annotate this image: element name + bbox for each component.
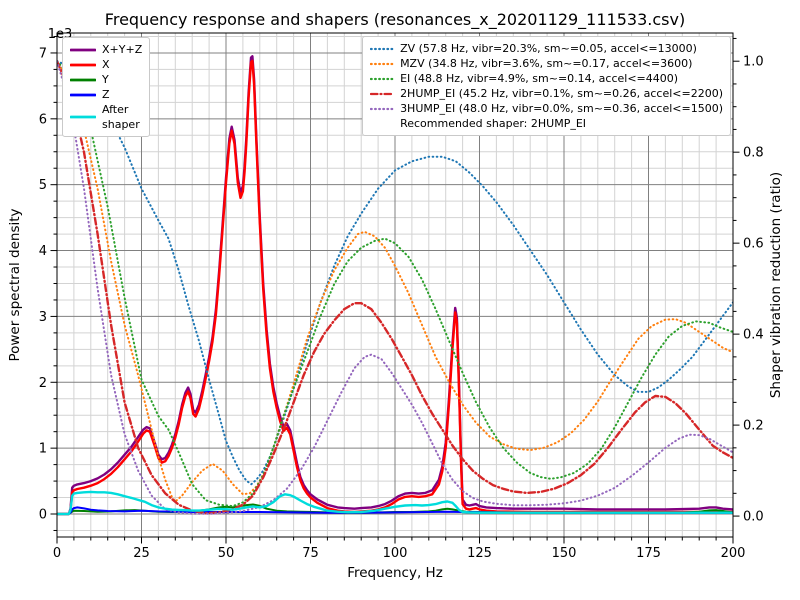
- legend-item: X+Y+Z: [70, 42, 142, 57]
- legend-label: X: [102, 58, 110, 71]
- chart-title: Frequency response and shapers (resonanc…: [105, 10, 685, 30]
- x-tick-label: 150: [552, 546, 577, 561]
- legend-item: MZV (34.8 Hz, vibr=3.6%, sm~=0.17, accel…: [370, 56, 723, 71]
- legend-line-swatch: [70, 63, 96, 66]
- series-ei: [57, 60, 733, 508]
- y-tick-label-left: 6: [39, 112, 47, 127]
- legend-item: X: [70, 57, 142, 72]
- series-x: [57, 59, 733, 516]
- y-axis-label-left: Power spectral density: [7, 208, 23, 361]
- legend-item: 2HUMP_EI (45.2 Hz, vibr=0.1%, sm~=0.26, …: [370, 86, 723, 101]
- recommended-shaper-note: Recommended shaper: 2HUMP_EI: [400, 117, 587, 130]
- legend-line-swatch: [370, 77, 395, 80]
- x-tick-label: 75: [302, 546, 319, 561]
- x-tick-label: 0: [53, 546, 61, 561]
- legend-label: Y: [102, 73, 109, 86]
- y-tick-label-left: 4: [39, 244, 47, 259]
- series-zv: [57, 60, 733, 486]
- legend-item: EI (48.8 Hz, vibr=4.9%, sm~=0.14, accel<…: [370, 71, 723, 86]
- legend-line-swatch: [370, 47, 395, 50]
- legend-line-swatch: [370, 107, 395, 110]
- tick-labels-layer: 0 25 50 75 100 125 150 175 200 0 1 2 3 4 5 6 7 0.0 0.2 0.4 0…: [39, 46, 764, 561]
- legend-line-swatch: [70, 93, 96, 96]
- legend-label: MZV (34.8 Hz, vibr=3.6%, sm~=0.17, accel…: [400, 57, 693, 70]
- x-tick-label: 100: [383, 546, 408, 561]
- y-tick-label-left: 5: [39, 178, 47, 193]
- y-tick-label-left: 7: [39, 46, 47, 61]
- y-tick-label-right: 0.2: [743, 419, 764, 434]
- legend-line-swatch: [370, 92, 395, 95]
- x-tick-label: 200: [721, 546, 746, 561]
- legend-item: 3HUMP_EI (48.0 Hz, vibr=0.0%, sm~=0.36, …: [370, 101, 723, 116]
- legend-line-swatch: [70, 115, 96, 119]
- legend-label: EI (48.8 Hz, vibr=4.9%, sm~=0.14, accel<…: [400, 72, 679, 85]
- series-after-shaper: [57, 490, 733, 516]
- y-tick-label-left: 1: [39, 442, 47, 457]
- legend-item: ZV (57.8 Hz, vibr=20.3%, sm~=0.05, accel…: [370, 41, 723, 56]
- x-axis-label: Frequency, Hz: [347, 565, 443, 581]
- legend-label: X+Y+Z: [102, 43, 143, 56]
- curves-layer: [57, 55, 733, 516]
- legend-item: Y: [70, 72, 142, 87]
- y-tick-label-right: 0.4: [743, 328, 764, 343]
- legend-label: ZV (57.8 Hz, vibr=20.3%, sm~=0.05, accel…: [400, 42, 697, 55]
- x-tick-label: 125: [467, 546, 492, 561]
- legend-item: After shaper: [70, 102, 142, 132]
- y-tick-label-left: 0: [39, 508, 47, 523]
- legend-item: Z: [70, 87, 142, 102]
- x-tick-label: 175: [636, 546, 661, 561]
- y-tick-label-right: 0.6: [743, 237, 764, 252]
- x-tick-label: 25: [133, 546, 150, 561]
- ticks-layer: [50, 35, 740, 544]
- y-tick-label-left: 3: [39, 310, 47, 325]
- legend-label: 2HUMP_EI (45.2 Hz, vibr=0.1%, sm~=0.26, …: [400, 87, 723, 100]
- legend-line-swatch: [370, 62, 395, 65]
- shaper-legend: ZV (57.8 Hz, vibr=20.3%, sm~=0.05, accel…: [362, 36, 731, 136]
- legend-label: Z: [102, 88, 110, 101]
- legend-label: After shaper: [102, 103, 140, 131]
- psd-legend: X+Y+Z X Y Z After shaper: [62, 37, 151, 137]
- y-tick-label-right: 0.8: [743, 146, 764, 161]
- series-mzv: [57, 60, 733, 503]
- legend-line-swatch: [70, 48, 96, 51]
- series-3hump-ei: [57, 60, 733, 515]
- y-axis-label-right: Shaper vibration reduction (ratio): [768, 172, 784, 398]
- y-tick-label-right: 1.0: [743, 55, 764, 70]
- legend-label: 3HUMP_EI (48.0 Hz, vibr=0.0%, sm~=0.36, …: [400, 102, 723, 115]
- y-tick-label-left: 2: [39, 376, 47, 391]
- x-tick-label: 50: [218, 546, 235, 561]
- legend-line-swatch: [70, 78, 96, 81]
- y-tick-label-right: 0.0: [743, 510, 764, 525]
- legend-item: Recommended shaper: 2HUMP_EI: [370, 116, 723, 131]
